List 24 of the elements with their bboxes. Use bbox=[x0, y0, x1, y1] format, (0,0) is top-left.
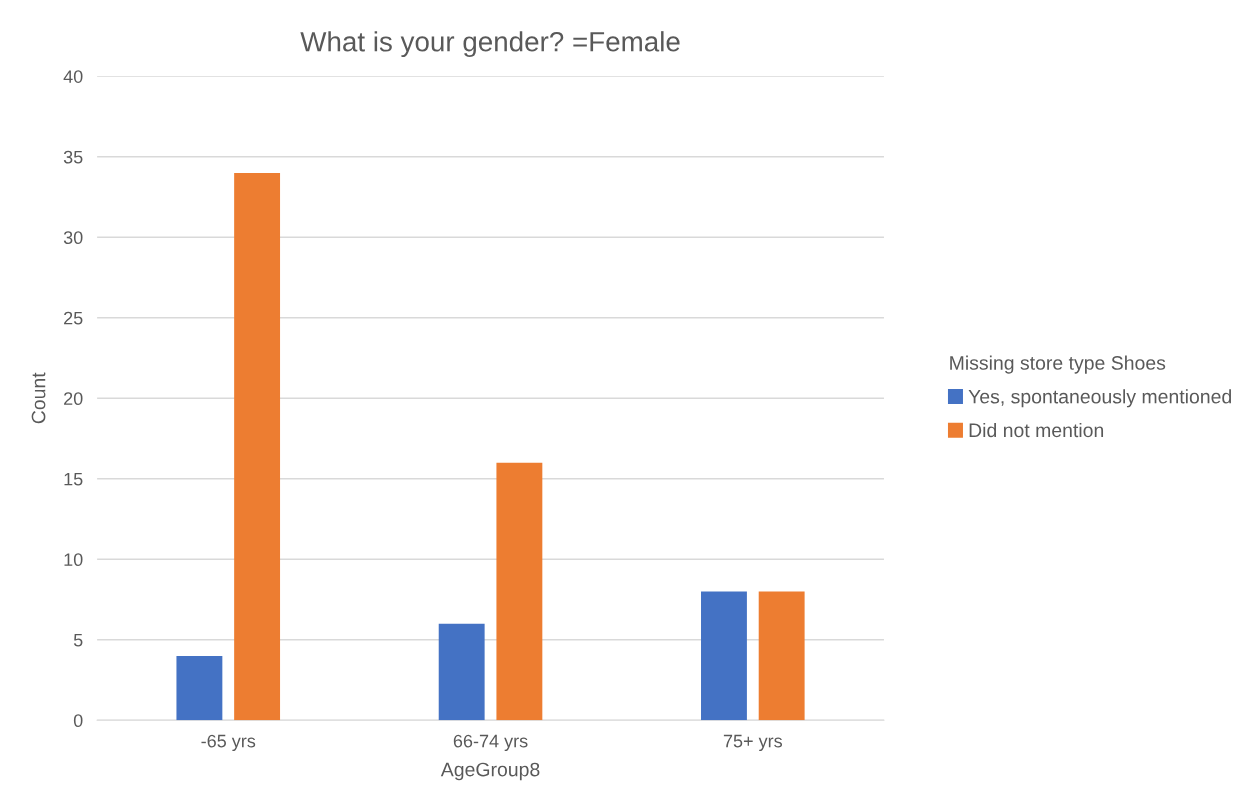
y-tick-label: 5 bbox=[73, 633, 83, 647]
bar bbox=[701, 591, 747, 721]
y-tick-label: 20 bbox=[64, 392, 83, 406]
x-tick-label: -65 yrs bbox=[201, 734, 256, 752]
bar bbox=[176, 655, 223, 721]
x-tick-label: 66-74 yrs bbox=[453, 734, 528, 752]
y-tick-label: 15 bbox=[64, 472, 83, 486]
bar bbox=[758, 591, 805, 721]
y-tick-label: 35 bbox=[63, 150, 83, 164]
y-tick-label: 10 bbox=[64, 553, 83, 567]
y-tick-label: 0 bbox=[73, 714, 83, 728]
x-tick-label: 75+ yrs bbox=[723, 734, 783, 752]
legend-title: Missing store type Shoes bbox=[950, 355, 1166, 374]
bar bbox=[496, 462, 543, 721]
chart-title: What is your gender? =Female bbox=[300, 31, 680, 58]
legend-label: Yes, spontaneously mentioned bbox=[968, 389, 1231, 408]
bar bbox=[438, 623, 485, 721]
y-tick-label: 30 bbox=[63, 231, 83, 245]
legend-label: Did not mention bbox=[969, 422, 1104, 438]
y-tick-label: 40 bbox=[63, 70, 83, 84]
bar bbox=[234, 172, 281, 721]
y-axis-title: Count bbox=[31, 372, 46, 424]
y-tick-label: 25 bbox=[64, 311, 83, 325]
x-axis-title: AgeGroup8 bbox=[440, 762, 540, 781]
